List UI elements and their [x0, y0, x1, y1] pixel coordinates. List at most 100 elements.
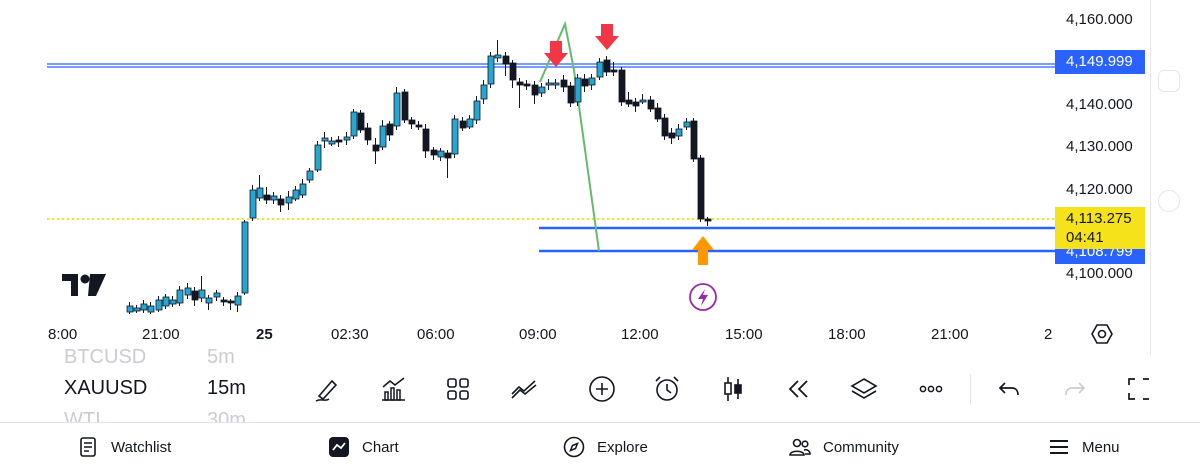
edge-handle[interactable]: [1158, 70, 1180, 92]
candle-body: [675, 128, 683, 137]
candle-body: [581, 78, 589, 87]
candle-body: [690, 120, 698, 160]
current-price: 4,113.275: [1066, 210, 1132, 227]
time-tick: 21:00: [142, 326, 180, 343]
nav-label: Community: [823, 438, 899, 456]
add-icon: [589, 376, 615, 402]
templates-button[interactable]: [441, 372, 475, 406]
nav-chart[interactable]: Chart: [328, 423, 399, 470]
candle-body: [444, 152, 452, 159]
candle-body: [335, 139, 343, 143]
candle-body: [169, 299, 177, 305]
price-scale-border: [1150, 0, 1151, 355]
symbol-name: WTI: [64, 409, 101, 425]
candle-body: [408, 119, 416, 125]
candle-body: [625, 99, 633, 105]
candle-body: [502, 55, 510, 65]
brush-button[interactable]: [311, 372, 345, 406]
replay-icon: [788, 380, 808, 398]
candle-body: [545, 82, 553, 86]
symbol-option-active[interactable]: XAUUSD 15m: [64, 377, 264, 405]
indicators-button[interactable]: [376, 372, 410, 406]
candle-body: [364, 127, 372, 141]
candle-body: [415, 124, 423, 128]
candle-body: [379, 125, 387, 148]
candle-body: [357, 112, 365, 131]
more-button[interactable]: [914, 372, 948, 406]
price-tick: 4,140.000: [1066, 96, 1133, 113]
compare-icon: [511, 380, 537, 399]
candle-body: [306, 170, 314, 181]
candle-body: [263, 194, 271, 201]
candle-body: [184, 287, 192, 296]
nav-community[interactable]: Community: [789, 423, 899, 470]
candle-body: [516, 81, 524, 86]
level-price-tag: 4,149.999: [1055, 50, 1145, 74]
layers-button[interactable]: [847, 372, 881, 406]
redo-button: [1058, 372, 1092, 406]
toolbar-divider: [970, 374, 971, 404]
sell-arrow-icon: [595, 24, 619, 50]
candle-body: [552, 82, 560, 86]
candle-body: [140, 303, 148, 311]
candle-type-button[interactable]: [716, 372, 750, 406]
candle-body: [430, 149, 438, 156]
candle-body: [147, 305, 155, 313]
fullscreen-icon: [1128, 378, 1149, 400]
candle-body: [422, 128, 430, 152]
candle-body: [610, 69, 618, 73]
replay-button[interactable]: [781, 372, 815, 406]
candle-body: [603, 59, 611, 73]
candle-body: [437, 150, 445, 158]
chart-settings-icon[interactable]: [1091, 323, 1113, 345]
nav-label: Menu: [1082, 438, 1120, 456]
candle-body: [241, 221, 249, 294]
candle-body: [277, 198, 285, 206]
fullscreen-button[interactable]: [1122, 372, 1156, 406]
symbol-option[interactable]: WTI 30m: [64, 409, 264, 425]
nav-label: Explore: [597, 438, 648, 456]
price-tick: 4,120.000: [1066, 181, 1133, 198]
candle-body: [270, 195, 278, 201]
candle-body: [292, 189, 300, 200]
candle-body: [567, 85, 575, 104]
price-tick: 4,130.000: [1066, 138, 1133, 155]
time-tick: 2: [1044, 326, 1053, 343]
price-chart[interactable]: [0, 0, 1200, 355]
nav-watchlist[interactable]: Watchlist: [77, 423, 171, 470]
time-tick: 09:00: [519, 326, 557, 343]
redo-icon: [1065, 382, 1086, 396]
time-tick: 8:00: [48, 326, 78, 343]
symbol-picker[interactable]: BTCUSD 5m XAUUSD 15m WTI 30m: [62, 345, 272, 425]
alert-button[interactable]: [650, 372, 684, 406]
nav-label: Chart: [362, 438, 399, 456]
nav-menu[interactable]: Menu: [1048, 423, 1120, 470]
nav-explore[interactable]: Explore: [563, 423, 648, 470]
candle-body: [176, 289, 184, 304]
time-tick: 06:00: [417, 326, 455, 343]
candle-body: [321, 137, 329, 142]
bottom-nav: Watchlist Chart Explore Community Menu: [0, 422, 1200, 470]
candle-body: [249, 189, 257, 219]
symbol-name: BTCUSD: [64, 346, 147, 368]
price-tick: 4,100.000: [1066, 265, 1133, 282]
candle-body: [314, 144, 322, 171]
chart-area[interactable]: 4,160.000 4,140.000 4,130.000 4,120.000 …: [0, 0, 1200, 355]
layers-icon: [850, 378, 878, 399]
candle-body: [213, 292, 221, 298]
add-button[interactable]: [585, 372, 619, 406]
compass-icon: [563, 436, 585, 458]
candle-body: [191, 290, 199, 301]
buy-arrow-icon: [692, 236, 714, 265]
candle-body: [328, 140, 336, 145]
alert-clock-icon: [655, 376, 679, 401]
symbol-option[interactable]: BTCUSD 5m: [64, 346, 264, 374]
candle-body: [654, 107, 662, 120]
watchlist-icon: [80, 437, 96, 457]
candle-body: [205, 297, 213, 304]
candle-body: [220, 299, 228, 303]
edge-handle[interactable]: [1158, 190, 1180, 212]
undo-button[interactable]: [992, 372, 1026, 406]
lightning-icon: [698, 289, 708, 306]
compare-button[interactable]: [507, 372, 541, 406]
